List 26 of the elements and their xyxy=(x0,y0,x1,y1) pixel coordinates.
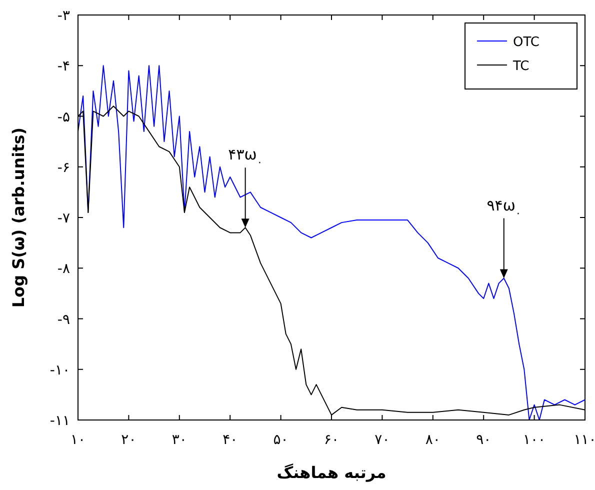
x-tick-label: ۱۱۰ xyxy=(574,432,595,448)
x-tick-label: ۲۰ xyxy=(121,432,136,448)
annotation: ۹۴ω$_{۰}$ xyxy=(486,196,522,220)
x-tick-label: ۷۰ xyxy=(374,432,390,448)
y-tick-label: -۵ xyxy=(57,109,70,126)
x-tick-label: ۸۰ xyxy=(425,432,440,448)
x-tick-label: ۳۰ xyxy=(172,432,187,448)
y-tick-label: -۱۱ xyxy=(50,413,70,429)
x-tick-label: ۵۰ xyxy=(273,432,288,448)
y-tick-label: -۷ xyxy=(57,210,70,226)
x-tick-label: ۱۰ xyxy=(70,432,86,448)
x-tick-label: ۹۰ xyxy=(476,432,492,448)
x-tick-label: ۱۰۰ xyxy=(523,432,546,448)
x-tick-label: ۶۰ xyxy=(324,432,340,448)
x-axis-title: مرتبه هماهنگ xyxy=(276,463,386,482)
legend-label: TC xyxy=(512,59,530,74)
y-tick-label: -۳ xyxy=(57,8,70,24)
y-tick-label: -۱۰ xyxy=(50,362,70,378)
legend-label: OTC xyxy=(513,35,540,50)
y-tick-label: -۹ xyxy=(57,312,70,328)
y-axis-title: Log S(ω) (arb.units) xyxy=(9,127,28,308)
y-tick-label: -۸ xyxy=(57,261,70,278)
x-tick-label: ۴۰ xyxy=(222,432,238,448)
y-tick-label: -۶ xyxy=(57,160,70,176)
annotation: ۴۳ω$_{۰}$ xyxy=(228,146,262,169)
y-tick-label: -۴ xyxy=(57,58,70,75)
